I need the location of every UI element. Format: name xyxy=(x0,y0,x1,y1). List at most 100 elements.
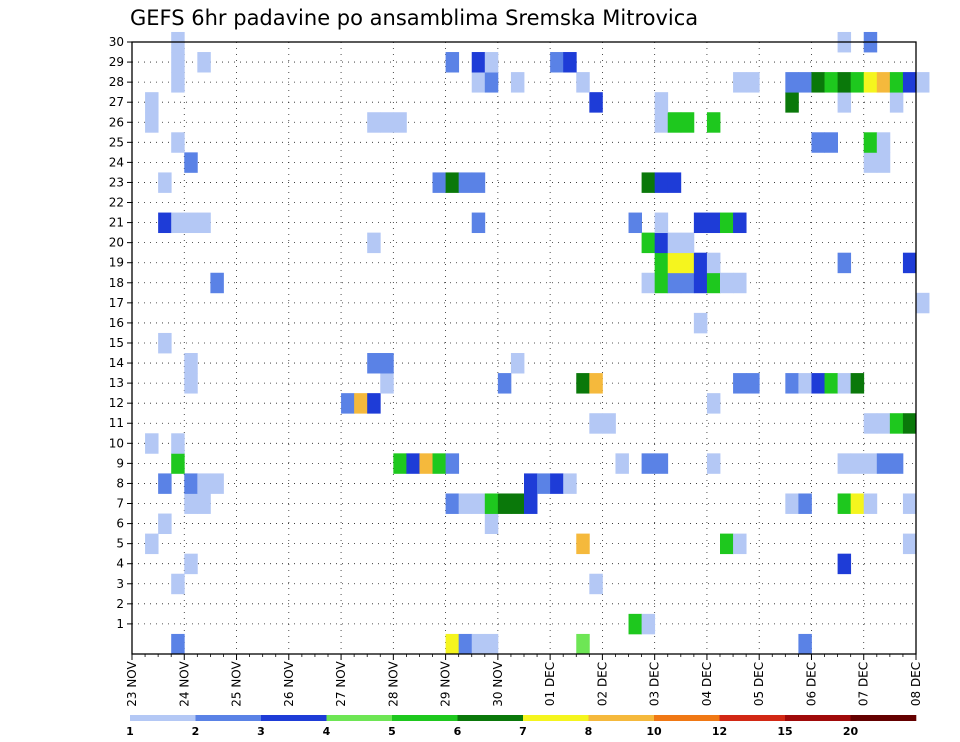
y-tick-label: 25 xyxy=(109,135,124,149)
precip-cell xyxy=(733,533,747,555)
colorbar-label: 4 xyxy=(323,725,331,738)
precip-cell xyxy=(720,212,734,234)
precip-cell xyxy=(445,493,460,514)
precip-cell xyxy=(484,513,499,535)
y-tick-label: 18 xyxy=(109,276,124,290)
precip-cell xyxy=(654,172,669,193)
precip-cell xyxy=(184,373,198,394)
precip-cell xyxy=(380,373,394,394)
colorbar-label: 2 xyxy=(192,725,200,738)
precip-cell xyxy=(628,613,642,635)
colorbar-swatch xyxy=(392,715,458,721)
precip-cell xyxy=(863,493,878,514)
precip-cell xyxy=(158,212,172,234)
colorbar-label: 10 xyxy=(646,725,662,738)
precip-cell xyxy=(680,252,695,274)
colorbar-swatch xyxy=(523,715,589,721)
precip-cell xyxy=(654,232,669,254)
precip-cell xyxy=(158,473,172,494)
colorbar-swatch xyxy=(195,715,262,721)
precip-cell xyxy=(863,72,878,93)
precip-cell xyxy=(680,232,695,254)
precip-cell xyxy=(471,633,486,655)
colorbar-swatch xyxy=(719,715,786,721)
precip-cell xyxy=(654,272,669,294)
colorbar-swatch xyxy=(850,715,917,721)
precip-cell xyxy=(863,413,878,434)
precip-cell xyxy=(902,493,917,514)
precip-cell xyxy=(641,272,656,294)
y-tick-label: 16 xyxy=(109,316,124,330)
precip-cell xyxy=(850,493,865,514)
x-tick-label: 05 DEC xyxy=(752,662,766,706)
precip-cell xyxy=(471,493,486,514)
colorbar-label: 20 xyxy=(843,725,859,738)
precip-cell xyxy=(746,72,760,93)
x-tick-label: 01 DEC xyxy=(543,662,557,706)
colorbar-swatch xyxy=(261,715,327,721)
precip-cell xyxy=(589,92,603,113)
y-tick-label: 14 xyxy=(109,356,124,370)
precip-cell xyxy=(837,92,852,113)
precip-cell xyxy=(706,393,721,414)
precip-cell xyxy=(654,453,669,474)
x-tick-label: 26 NOV xyxy=(282,660,296,706)
precip-cell xyxy=(458,172,473,193)
precip-cell xyxy=(733,373,747,394)
precip-cell xyxy=(576,72,590,93)
precip-cell xyxy=(863,132,878,153)
precip-cell xyxy=(197,212,211,234)
y-tick-label: 29 xyxy=(109,55,124,69)
precip-cell xyxy=(197,473,211,494)
y-tick-label: 17 xyxy=(109,296,124,310)
precip-cell xyxy=(171,453,185,474)
colorbar-swatch xyxy=(326,715,393,721)
chart-title: GEFS 6hr padavine po ansamblima Sremska … xyxy=(130,6,698,30)
precip-cell xyxy=(706,252,721,274)
precip-cell xyxy=(811,72,825,93)
plot-frame xyxy=(131,41,917,655)
y-tick-label: 24 xyxy=(109,155,124,169)
precip-cell xyxy=(680,112,695,133)
x-tick-label: 03 DEC xyxy=(648,662,662,706)
precip-cell xyxy=(171,212,185,234)
precip-cell xyxy=(550,52,564,73)
y-tick-label: 8 xyxy=(116,476,124,490)
precip-cell xyxy=(497,493,512,514)
precip-cell xyxy=(510,72,525,93)
precip-cell xyxy=(837,72,852,93)
x-tick-label: 02 DEC xyxy=(595,662,609,706)
precip-cell xyxy=(850,72,865,93)
precip-cell xyxy=(563,52,577,73)
x-tick-label: 04 DEC xyxy=(700,662,714,706)
precip-cell xyxy=(876,413,891,434)
precip-cell xyxy=(445,52,460,73)
precip-cell xyxy=(458,493,473,514)
precip-cell xyxy=(184,493,198,514)
precip-cell xyxy=(145,112,159,133)
precip-cell xyxy=(510,493,525,514)
precip-cell xyxy=(667,252,682,274)
precip-cell xyxy=(798,72,812,93)
colorbar-swatch xyxy=(785,715,851,721)
precip-cell xyxy=(654,92,669,113)
precip-cell xyxy=(680,272,695,294)
precip-cell xyxy=(667,232,682,254)
precip-cell xyxy=(902,533,917,555)
colorbar-label: 3 xyxy=(257,725,265,738)
precip-cell xyxy=(393,453,407,474)
colorbar-label: 15 xyxy=(777,725,792,738)
precip-cell xyxy=(510,353,525,374)
precip-cell xyxy=(171,633,185,655)
precip-cell xyxy=(693,212,708,234)
precip-cell xyxy=(863,152,878,173)
precip-cell xyxy=(667,272,682,294)
precip-cell xyxy=(367,232,381,254)
precip-cell xyxy=(576,533,590,555)
y-tick-label: 30 xyxy=(109,35,124,49)
precip-cell xyxy=(902,72,917,93)
x-tick-label: 27 NOV xyxy=(334,660,348,706)
precip-cell xyxy=(876,453,891,474)
precip-cell xyxy=(667,172,682,193)
